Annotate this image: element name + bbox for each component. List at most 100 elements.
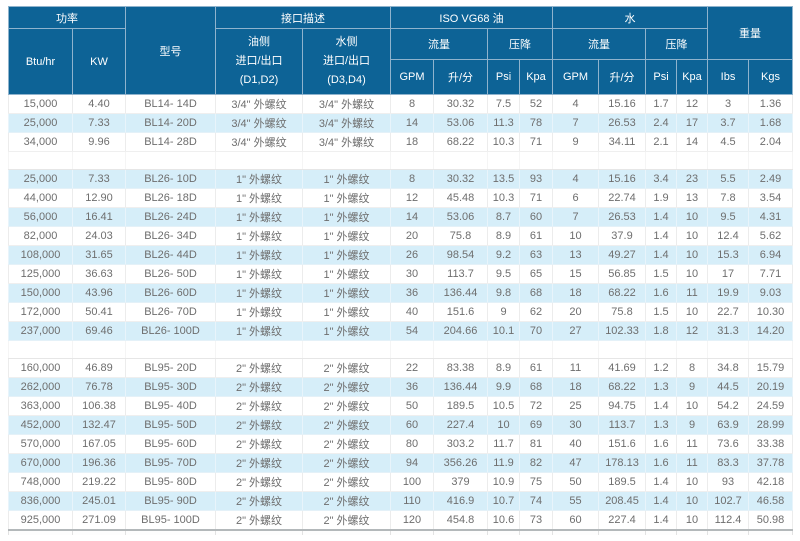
cell-water-connection: 1" 外螺纹 xyxy=(302,321,391,341)
cell-oil-flow-gpm: 40 xyxy=(390,302,434,322)
cell-water-flow-gpm: 18 xyxy=(552,377,600,397)
cell-weight-kgs: 1.36 xyxy=(748,94,794,114)
cell-water-connection: 2" 外螺纹 xyxy=(302,396,391,416)
spacer-cell xyxy=(518,151,554,170)
spacer-cell xyxy=(748,151,794,170)
footer-strip-cell xyxy=(433,530,488,535)
cell-water-connection: 1" 外螺纹 xyxy=(302,188,391,208)
cell-oil-flow-gpm: 22 xyxy=(390,358,434,378)
cell-oil-flow-lpm: 53.06 xyxy=(433,207,488,227)
cell-weight-lbs: 17 xyxy=(707,264,750,284)
cell-water-pressure-kpa: 10 xyxy=(676,491,709,511)
cell-weight-kgs: 33.38 xyxy=(748,434,794,454)
cell-water-connection: 2" 外螺纹 xyxy=(302,472,391,492)
cell-water-pressure-kpa: 14 xyxy=(676,132,709,152)
cell-weight-kgs: 50.98 xyxy=(748,510,794,531)
spacer-cell xyxy=(8,151,73,170)
cell-water-connection: 1" 外螺纹 xyxy=(302,207,391,227)
cell-weight-kgs: 6.94 xyxy=(748,245,794,265)
cell-oil-flow-gpm: 36 xyxy=(390,283,434,303)
header-oil-kpa: Kpa xyxy=(518,59,554,95)
cell-oil-pressure-kpa: 68 xyxy=(518,283,554,303)
cell-water-pressure-kpa: 23 xyxy=(676,169,709,189)
cell-water-flow-gpm: 20 xyxy=(552,302,600,322)
cell-water-flow-gpm: 4 xyxy=(552,169,600,189)
cell-water-flow-gpm: 4 xyxy=(552,94,600,114)
cell-water-flow-gpm: 47 xyxy=(552,453,600,473)
cell-oil-connection: 2" 外螺纹 xyxy=(215,491,303,511)
cell-oil-connection: 2" 外螺纹 xyxy=(215,453,303,473)
cell-oil-pressure-kpa: 71 xyxy=(518,132,554,152)
header-oil-lpm: 升/分 xyxy=(433,59,488,95)
cell-model: BL95- 60D xyxy=(125,434,216,454)
cell-btu-hr: 56,000 xyxy=(8,207,73,227)
cell-oil-pressure-psi: 10.5 xyxy=(487,396,520,416)
cell-oil-pressure-psi: 8.9 xyxy=(487,226,520,246)
cell-water-connection: 1" 外螺纹 xyxy=(302,302,391,322)
cell-water-flow-lpm: 151.6 xyxy=(598,434,647,454)
footer-strip-cell xyxy=(748,530,794,535)
table-row: 108,000 31.65 BL26- 44D 1" 外螺纹 1" 外螺纹 26 98.54… xyxy=(8,245,794,265)
cell-water-flow-gpm: 27 xyxy=(552,321,600,341)
cell-weight-kgs: 42.18 xyxy=(748,472,794,492)
cell-water-flow-gpm: 55 xyxy=(552,491,600,511)
footer-strip-cell xyxy=(125,530,216,535)
cell-oil-pressure-kpa: 60 xyxy=(518,207,554,227)
cell-water-flow-gpm: 18 xyxy=(552,283,600,303)
cell-oil-flow-gpm: 54 xyxy=(390,321,434,341)
cell-oil-pressure-psi: 10.3 xyxy=(487,188,520,208)
cell-oil-pressure-psi: 10.9 xyxy=(487,472,520,492)
cell-water-pressure-kpa: 9 xyxy=(676,415,709,435)
cell-weight-lbs: 12.4 xyxy=(707,226,750,246)
cell-water-pressure-psi: 1.4 xyxy=(645,510,678,531)
cell-weight-lbs: 73.6 xyxy=(707,434,750,454)
cell-oil-connection: 2" 外螺纹 xyxy=(215,472,303,492)
cell-oil-connection: 2" 外螺纹 xyxy=(215,358,303,378)
table-row: 748,000 219.22 BL95- 80D 2" 外螺纹 2" 外螺纹 100 379… xyxy=(8,472,794,492)
cell-weight-kgs: 2.49 xyxy=(748,169,794,189)
cell-oil-flow-gpm: 60 xyxy=(390,415,434,435)
cell-water-pressure-kpa: 10 xyxy=(676,396,709,416)
cell-water-flow-gpm: 13 xyxy=(552,245,600,265)
footer-strip-cell xyxy=(390,530,434,535)
spacer-cell xyxy=(552,151,600,170)
cell-btu-hr: 570,000 xyxy=(8,434,73,454)
cell-oil-flow-gpm: 30 xyxy=(390,264,434,284)
cell-btu-hr: 748,000 xyxy=(8,472,73,492)
cell-water-connection: 1" 外螺纹 xyxy=(302,245,391,265)
cell-oil-pressure-kpa: 82 xyxy=(518,453,554,473)
cell-oil-flow-lpm: 30.32 xyxy=(433,169,488,189)
spacer-cell xyxy=(518,340,554,359)
cell-water-pressure-psi: 1.9 xyxy=(645,188,678,208)
table-row: 262,000 76.78 BL95- 30D 2" 外螺纹 2" 外螺纹 36 136.4… xyxy=(8,377,794,397)
cell-kw: 46.89 xyxy=(72,358,126,378)
cell-kw: 167.05 xyxy=(72,434,126,454)
header-weight-group: 重量 xyxy=(707,6,794,60)
cell-model: BL95- 40D xyxy=(125,396,216,416)
cell-oil-flow-lpm: 136.44 xyxy=(433,377,488,397)
cell-weight-lbs: 34.8 xyxy=(707,358,750,378)
cell-oil-flow-gpm: 50 xyxy=(390,396,434,416)
header-water-lpm: 升/分 xyxy=(598,59,647,95)
cell-oil-pressure-kpa: 61 xyxy=(518,226,554,246)
header-oil-pressure-drop: 压降 xyxy=(486,28,554,60)
header-kgs: Kgs xyxy=(748,59,794,95)
cell-model: BL26- 60D xyxy=(125,283,216,303)
cell-water-connection: 1" 外螺纹 xyxy=(302,283,391,303)
cell-water-connection: 3/4" 外螺纹 xyxy=(302,132,391,152)
cell-oil-pressure-psi: 9.5 xyxy=(487,264,520,284)
cell-oil-flow-lpm: 83.38 xyxy=(433,358,488,378)
header-water-flow: 流量 xyxy=(552,28,647,60)
cell-oil-flow-lpm: 303.2 xyxy=(433,434,488,454)
table-row: 363,000 106.38 BL95- 40D 2" 外螺纹 2" 外螺纹 50 189.… xyxy=(8,396,794,416)
cell-water-pressure-kpa: 11 xyxy=(676,453,709,473)
cell-weight-kgs: 5.62 xyxy=(748,226,794,246)
cell-oil-connection: 1" 外螺纹 xyxy=(215,264,303,284)
spacer-cell xyxy=(707,340,750,359)
cell-water-pressure-psi: 1.4 xyxy=(645,491,678,511)
cell-oil-flow-lpm: 189.5 xyxy=(433,396,488,416)
cell-oil-pressure-psi: 9.8 xyxy=(487,283,520,303)
cell-oil-pressure-psi: 9.2 xyxy=(487,245,520,265)
cell-oil-pressure-kpa: 63 xyxy=(518,245,554,265)
cell-water-flow-gpm: 15 xyxy=(552,264,600,284)
